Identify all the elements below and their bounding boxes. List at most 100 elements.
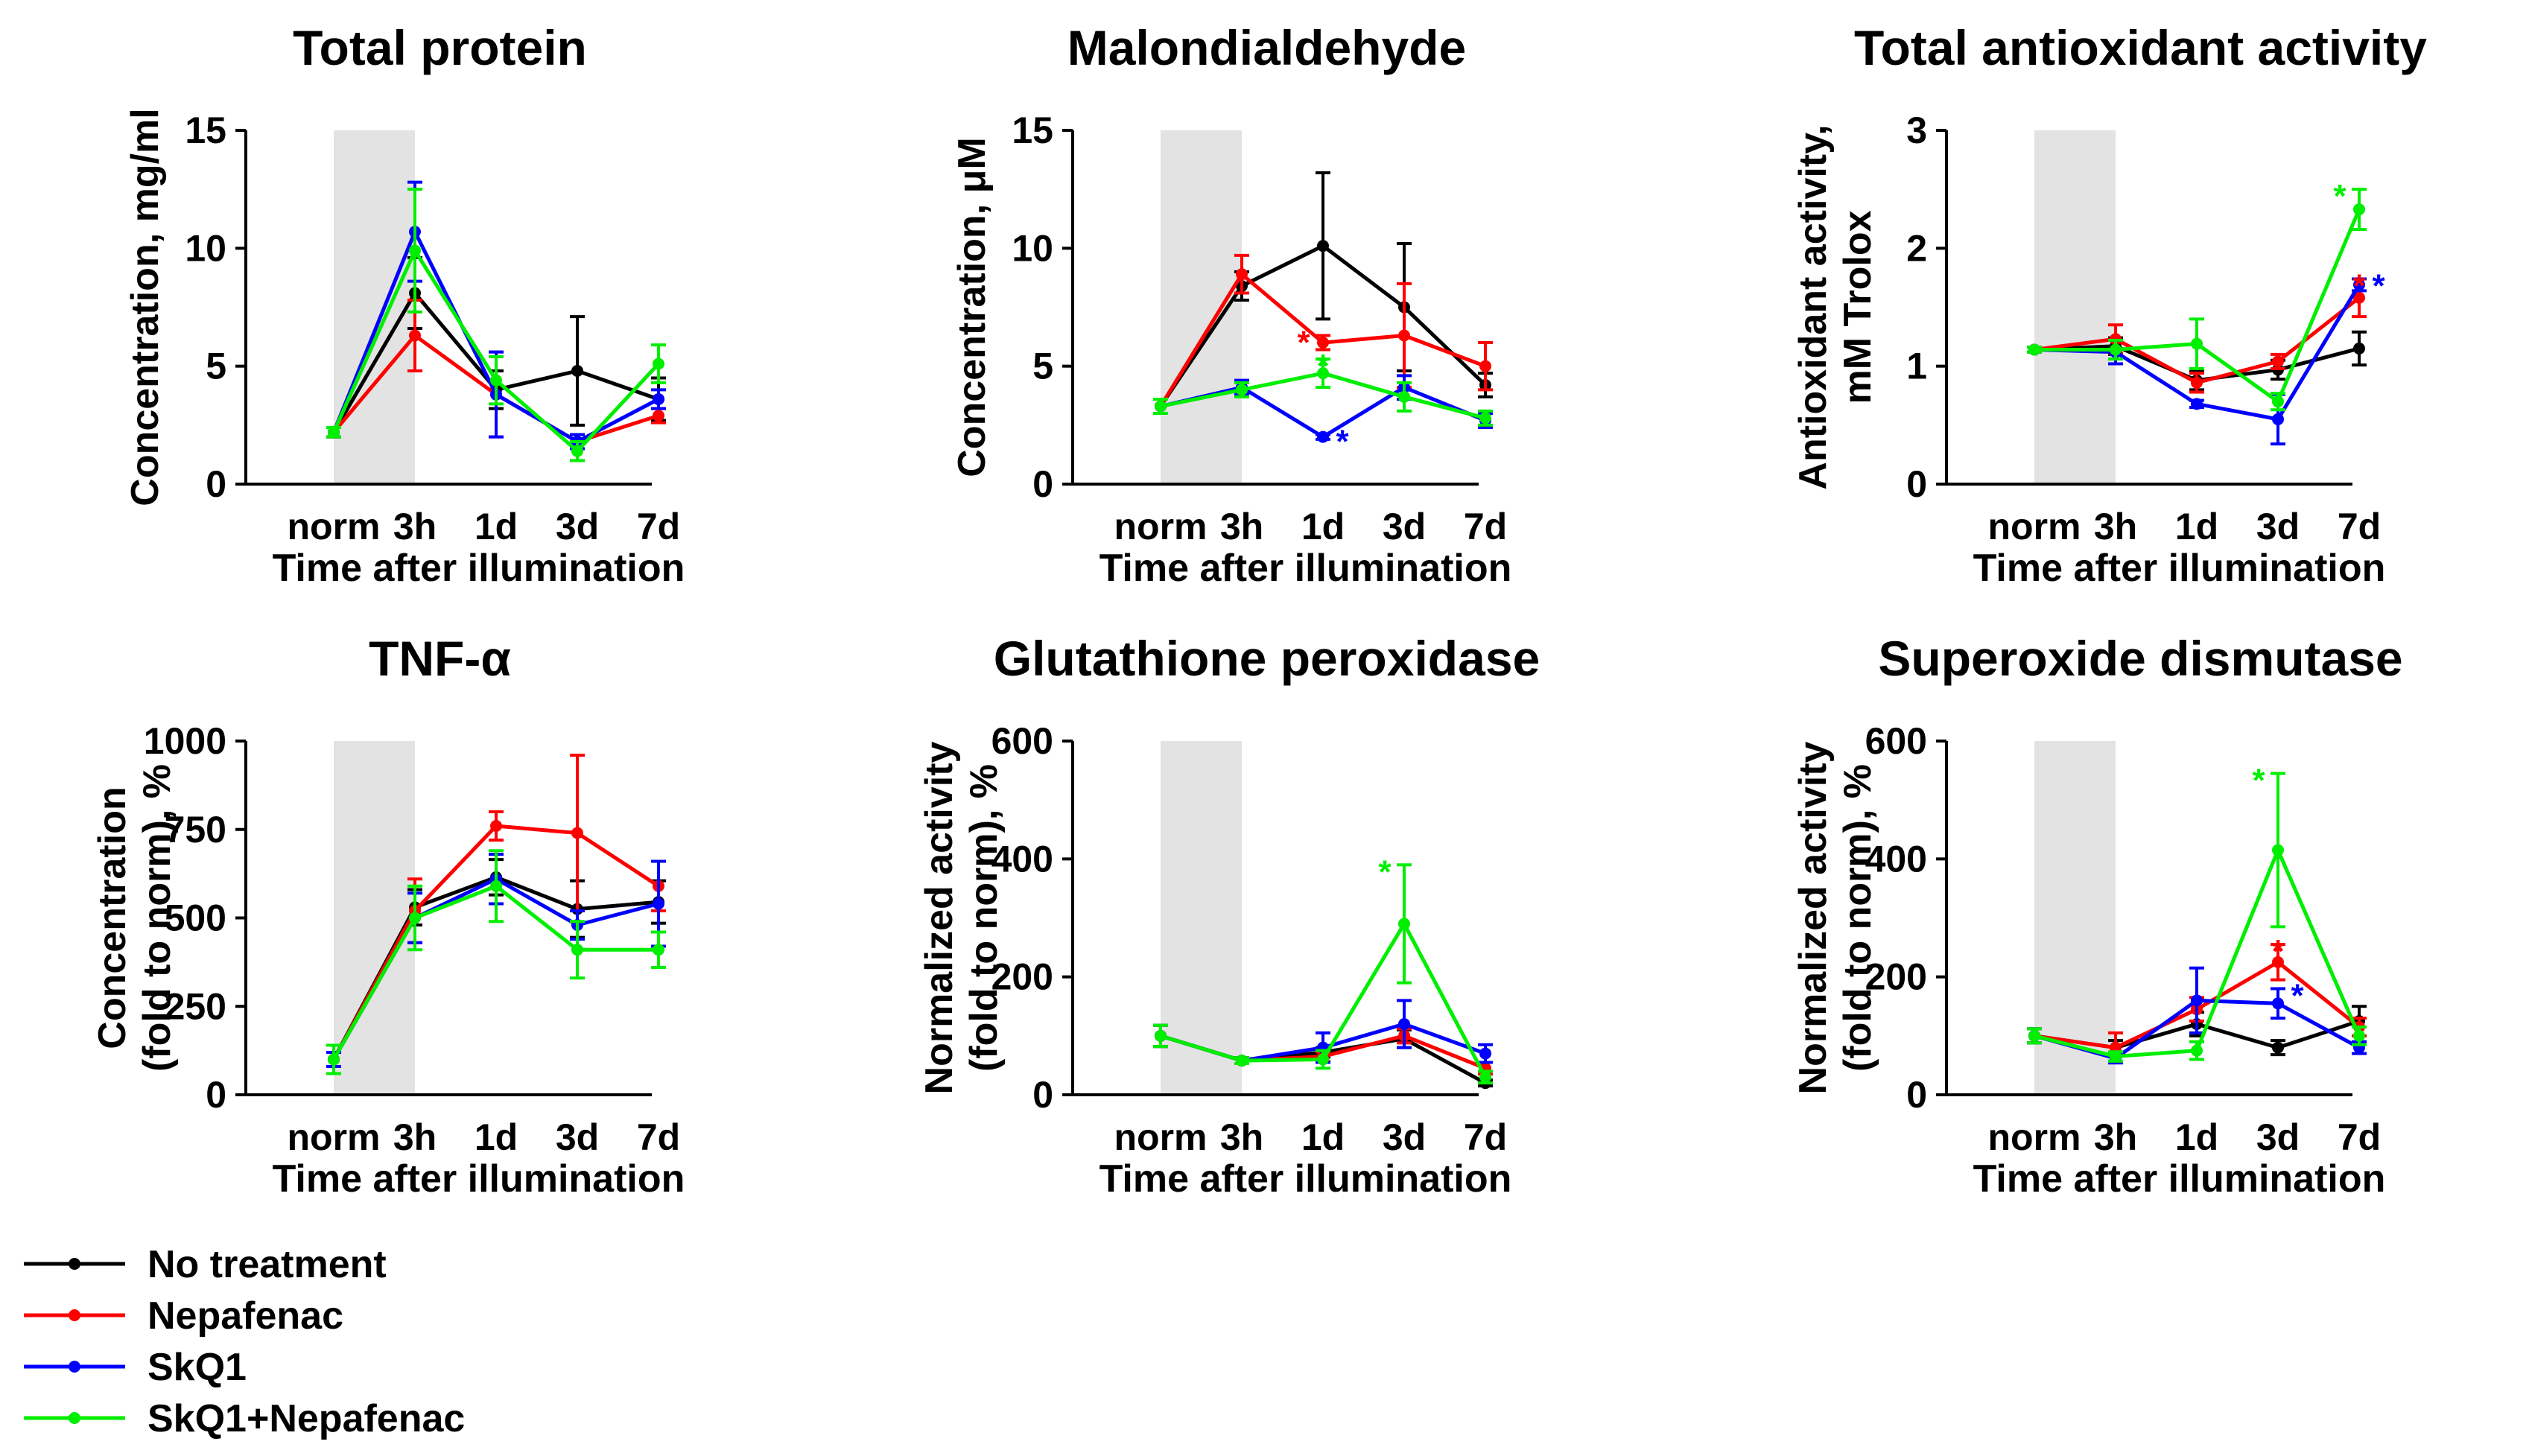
legend-label: No treatment: [147, 1243, 387, 1286]
data-point: [2191, 994, 2203, 1007]
series-skq1-nepafenac: [2027, 772, 2367, 1063]
x-tick-label: 7d: [2338, 506, 2381, 547]
y-axis-label: (fold to norm), %: [962, 764, 1006, 1072]
x-tick-label: norm: [1114, 506, 1208, 547]
y-axis-label: Normalized activity: [918, 741, 961, 1094]
chart-title: Total antioxidant activity: [1854, 20, 2427, 75]
data-point: [653, 410, 664, 422]
y-tick-label: 400: [1865, 838, 1927, 880]
y-tick-label: 1000: [144, 720, 226, 762]
y-tick-label: 5: [1032, 346, 1053, 387]
data-point: [1398, 1018, 1410, 1030]
chart-panel-1: 0 5 10 15 norm 3h 1d 3d 7d Total protein Time afte…: [124, 20, 685, 590]
y-axis-label: Concentration: [91, 786, 134, 1049]
chart-panel-2: 0 5 10 15 norm 3h 1d 3d 7d Malondialdehyde Time af…: [951, 20, 1511, 590]
data-point: [409, 912, 421, 924]
shaded-region: [2034, 130, 2116, 484]
data-point: [653, 393, 664, 405]
y-tick-label: 200: [1865, 956, 1927, 998]
x-tick-label: 3d: [2256, 506, 2300, 547]
y-tick-label: 2: [1906, 227, 1927, 269]
significance-marker: *: [1336, 424, 1349, 460]
series-skq1-nepafenac: [326, 188, 666, 462]
x-tick-label: 1d: [475, 1116, 518, 1158]
significance-marker: *: [2352, 268, 2366, 305]
y-axis-label: Concentration, mg/ml: [124, 108, 167, 506]
x-tick-label: 1d: [1301, 506, 1345, 547]
y-axis-label: Concentration, μM: [951, 137, 994, 477]
y-tick-label: 5: [206, 346, 226, 387]
data-point: [328, 426, 340, 439]
data-point: [2272, 355, 2284, 368]
data-point: [1236, 384, 1248, 396]
x-tick-label: 1d: [475, 506, 518, 547]
y-tick-label: 400: [991, 838, 1053, 880]
y-tick-label: 0: [1906, 463, 1927, 505]
data-point: [1398, 390, 1410, 403]
x-axis-label: Time after illumination: [273, 1157, 685, 1201]
x-tick-label: norm: [288, 1116, 381, 1158]
data-point: [1479, 412, 1491, 425]
data-point: [571, 445, 583, 457]
data-point: [2353, 279, 2365, 291]
data-point: [490, 374, 502, 387]
y-tick-label: 500: [165, 897, 226, 939]
x-tick-label: 3h: [1220, 1116, 1263, 1158]
y-tick-label: 0: [206, 1074, 226, 1116]
chart-title: Malondialdehyde: [1067, 20, 1466, 75]
data-point: [1236, 1055, 1248, 1067]
data-point: [2191, 337, 2203, 350]
chart-title: Glutathione peroxidase: [994, 631, 1540, 686]
x-tick-label: 3h: [1220, 506, 1263, 547]
shaded-region: [1161, 741, 1242, 1095]
series-skq1-nepafenac: [326, 849, 666, 1075]
significance-marker: *: [2252, 763, 2265, 799]
y-axis-label: Normalized activity: [1792, 741, 1835, 1094]
shaded-region: [334, 130, 415, 484]
y-tick-label: 15: [1012, 109, 1053, 151]
data-point: [1317, 240, 1329, 252]
x-tick-label: 1d: [2175, 506, 2218, 547]
data-point: [653, 357, 664, 370]
data-point: [1398, 329, 1410, 342]
data-point: [409, 244, 421, 257]
data-point: [1317, 337, 1329, 349]
y-tick-label: 10: [185, 227, 226, 269]
significance-marker: *: [2333, 178, 2346, 214]
x-axis-label: Time after illumination: [1973, 547, 2386, 590]
y-axis-label: (fold to norm), %: [1836, 764, 1879, 1072]
series-skq1-nepafenac: [1153, 863, 1493, 1085]
legend-marker: [69, 1258, 80, 1270]
data-point: [2353, 1029, 2365, 1042]
y-tick-label: 1: [1906, 346, 1927, 387]
y-tick-label: 600: [991, 720, 1053, 762]
significance-marker: *: [2372, 268, 2385, 305]
data-point: [2353, 342, 2365, 355]
data-point: [1317, 367, 1329, 380]
y-tick-label: 0: [1906, 1074, 1927, 1116]
x-tick-label: 3h: [393, 506, 437, 547]
x-tick-label: 7d: [1464, 1116, 1507, 1158]
legend-label: Nepafenac: [147, 1294, 343, 1338]
data-point: [409, 329, 421, 342]
chart-panel-3: 0 1 2 3 norm 3h 1d 3d 7d Total antioxidant activi…: [1792, 20, 2427, 590]
legend-label: SkQ1+Nepafenac: [147, 1397, 465, 1440]
legend: No treatment Nepafenac SkQ1 SkQ1+Nepafenac: [24, 1243, 465, 1440]
series-skq1-nepafenac: [1153, 357, 1493, 427]
data-point: [2191, 398, 2203, 410]
x-tick-label: 1d: [2175, 1116, 2218, 1158]
shaded-region: [2034, 741, 2116, 1095]
chart-title: Superoxide dismutase: [1878, 631, 2402, 686]
data-point: [1155, 400, 1167, 413]
x-tick-label: 3h: [2094, 506, 2137, 547]
y-tick-label: 0: [206, 463, 226, 505]
x-axis-label: Time after illumination: [1973, 1157, 2386, 1201]
data-point: [1317, 430, 1329, 443]
y-axis-label: mM Trolox: [1836, 210, 1879, 404]
y-tick-label: 200: [991, 956, 1053, 998]
chart-panel-6: 0 200 400 600 norm 3h 1d 3d 7d Superoxide dismuta…: [1792, 631, 2403, 1201]
x-tick-label: 7d: [637, 1116, 680, 1158]
legend-marker: [69, 1361, 80, 1373]
data-point: [2272, 395, 2284, 408]
